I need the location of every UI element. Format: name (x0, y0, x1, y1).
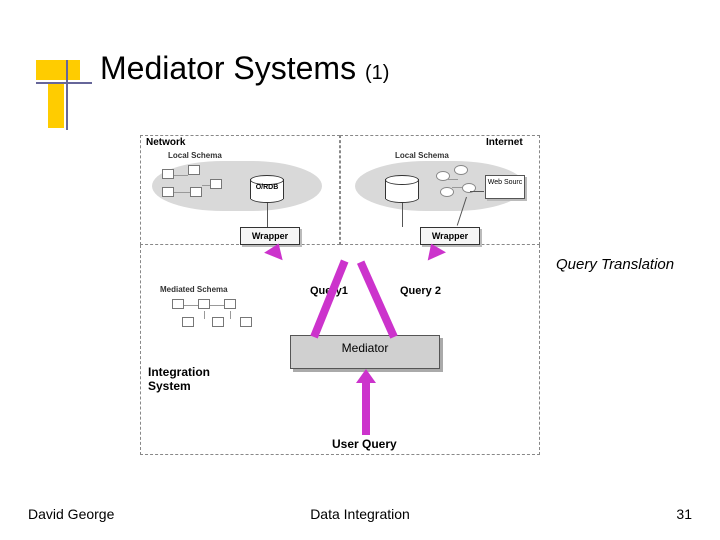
slide-title: Mediator Systems (1) (100, 50, 389, 87)
wrapper-right: Wrapper (420, 227, 480, 245)
label-local-schema-left: Local Schema (168, 151, 222, 160)
arrow-mediator-to-wrapper-left (270, 245, 330, 337)
schema-edge (204, 311, 205, 319)
schema-edge (174, 175, 188, 176)
title-rule-vertical (66, 60, 68, 130)
title-rule-horizontal (36, 82, 92, 84)
slide-title-suffix: (1) (365, 62, 389, 84)
schema-edge (448, 179, 458, 180)
schema-edge (210, 305, 224, 306)
footer-page: 31 (676, 506, 692, 522)
db-right (385, 175, 419, 203)
connector (267, 203, 268, 227)
schema-edge (174, 192, 190, 193)
schema-node (172, 299, 184, 309)
connector (402, 203, 403, 227)
schema-node (212, 317, 224, 327)
web-source-node (454, 165, 468, 175)
footer-subject: Data Integration (0, 506, 720, 522)
schema-edge (184, 305, 198, 306)
slide-title-main: Mediator Systems (100, 50, 356, 86)
schema-node (224, 299, 236, 309)
schema-node (182, 317, 194, 327)
schema-edge (230, 311, 231, 319)
schema-node (190, 187, 202, 197)
label-integration-1: Integration (148, 365, 210, 379)
schema-node (162, 187, 174, 197)
arrow-mediator-to-wrapper-right (390, 245, 460, 337)
label-user-query: User Query (332, 437, 397, 451)
web-source-box: Web Sourc (485, 175, 525, 199)
db-left: O/RDB (250, 175, 284, 203)
schema-node (198, 299, 210, 309)
label-network: Network (146, 137, 185, 148)
cloud-left (152, 161, 322, 211)
schema-node (240, 317, 252, 327)
label-integration-2: System (148, 379, 191, 393)
db-left-label: O/RDB (250, 184, 284, 191)
mediator-label: Mediator (342, 341, 389, 355)
schema-edge (452, 187, 462, 188)
label-mediated-schema: Mediated Schema (160, 285, 228, 294)
title-accent-top (36, 60, 80, 80)
schema-node (162, 169, 174, 179)
schema-edge (202, 185, 210, 186)
diagram: Network Internet Local Schema Local Sche… (140, 135, 540, 455)
annotation-query-translation: Query Translation (556, 256, 674, 273)
arrow-userquery-to-mediator (356, 369, 376, 435)
mediator-box: Mediator (290, 335, 440, 369)
title-accent-left (48, 84, 64, 128)
web-source-label: Web Sourc (488, 179, 523, 186)
schema-node (210, 179, 222, 189)
label-internet: Internet (486, 137, 523, 148)
label-local-schema-right: Local Schema (395, 151, 449, 160)
connector (470, 191, 484, 192)
schema-node (188, 165, 200, 175)
web-source-node (440, 187, 454, 197)
